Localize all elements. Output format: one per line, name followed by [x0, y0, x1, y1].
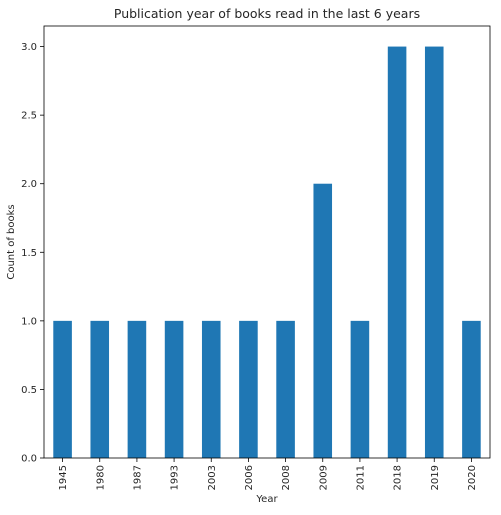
x-axis-label: Year: [255, 494, 278, 505]
plot-frame: [43, 25, 491, 459]
bar-2011: [350, 320, 370, 458]
x-tick-label: 1945: [58, 465, 69, 490]
y-tick-label: 3.0: [21, 42, 37, 53]
y-tick-label: 0.0: [21, 454, 37, 465]
bar-1945: [53, 320, 72, 458]
y-axis: 0.0 0.5 1.0 1.5 2.0 2.5 3.0: [21, 42, 44, 465]
bar-2003: [201, 320, 221, 458]
bar-2006: [239, 320, 258, 458]
x-tick-label: 2011: [355, 465, 366, 490]
chart-title: Publication year of books read in the la…: [114, 6, 420, 21]
y-tick-label: 1.0: [21, 316, 37, 327]
bar-1980: [90, 320, 110, 458]
bar-1993: [164, 320, 184, 458]
bar-2020: [462, 320, 481, 458]
x-tick-label: 2006: [244, 465, 255, 490]
x-axis: 1945 1980 1987 1993 2003 2006 2008 2009 2011 2018…: [58, 458, 478, 490]
bar-2019: [424, 46, 444, 458]
x-tick-label: 2018: [393, 465, 404, 490]
x-tick-label: 1993: [170, 465, 181, 490]
y-axis-label: Count of books: [6, 204, 17, 279]
x-tick-label: 2008: [281, 465, 292, 490]
y-tick-label: 1.5: [21, 248, 37, 259]
bar-1987: [127, 320, 147, 458]
y-tick-label: 0.5: [21, 385, 37, 396]
bar-2009: [313, 183, 333, 458]
plot-area: [43, 25, 491, 459]
x-tick-label: 2003: [207, 465, 218, 490]
x-tick-label: 1987: [132, 465, 143, 490]
x-tick-label: 2020: [467, 465, 478, 490]
x-tick-label: 2009: [318, 465, 329, 490]
bar-2018: [387, 46, 407, 458]
y-tick-label: 2.5: [21, 111, 37, 122]
x-tick-label: 2019: [430, 465, 441, 490]
x-tick-label: 1980: [95, 465, 106, 490]
y-tick-label: 2.0: [21, 179, 37, 190]
bar-2008: [276, 320, 295, 458]
